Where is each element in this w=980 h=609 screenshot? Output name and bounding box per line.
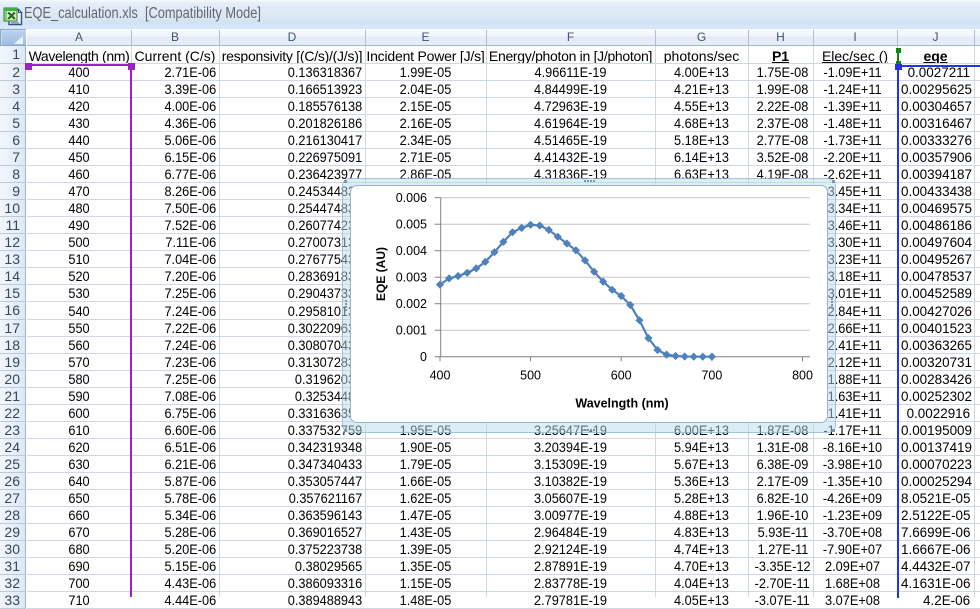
svg-text:0.003: 0.003	[396, 270, 427, 284]
svg-text:500: 500	[520, 369, 541, 383]
svg-text:800: 800	[792, 369, 813, 383]
svg-text:0.002: 0.002	[396, 297, 427, 311]
svg-text:600: 600	[611, 369, 632, 383]
svg-text:EQE (AU): EQE (AU)	[374, 247, 388, 301]
svg-text:Wavelngth (nm): Wavelngth (nm)	[575, 397, 668, 411]
svg-text:400: 400	[430, 369, 451, 383]
svg-text:0.005: 0.005	[396, 217, 427, 231]
svg-text:700: 700	[701, 369, 722, 383]
svg-text:0.004: 0.004	[396, 244, 427, 258]
svg-text:0.001: 0.001	[396, 323, 427, 337]
svg-text:0: 0	[420, 350, 427, 364]
svg-text:0.006: 0.006	[396, 191, 427, 205]
